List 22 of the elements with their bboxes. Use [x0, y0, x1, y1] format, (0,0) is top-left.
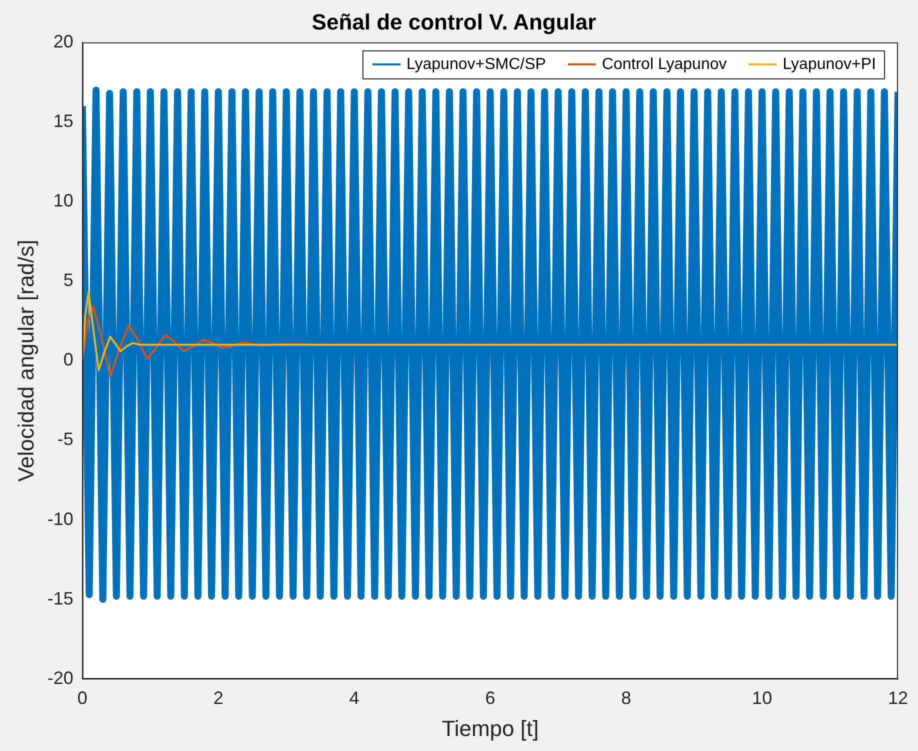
y-tick-label: 10 — [53, 190, 74, 211]
x-tick-label: 8 — [621, 688, 632, 708]
x-axis-title: Tiempo [t] — [442, 716, 539, 741]
y-tick-label: 15 — [53, 110, 74, 131]
y-tick-label: 5 — [63, 270, 74, 290]
x-tick-label: 2 — [213, 688, 224, 708]
y-tick-label: -15 — [47, 588, 74, 608]
y-tick-label: -20 — [47, 668, 74, 688]
y-tick-label: -10 — [47, 508, 74, 529]
x-tick-label: 4 — [349, 688, 360, 708]
y-tick-label: -5 — [57, 429, 74, 450]
legend-label: Lyapunov+PI — [782, 56, 876, 73]
y-tick-label: 20 — [53, 31, 74, 52]
y-axis-title: Velocidad angular [rad/s] — [13, 240, 38, 482]
chart-title: Señal de control V. Angular — [312, 9, 597, 34]
legend-label: Control Lyapunov — [602, 56, 727, 73]
x-tick-label: 12 — [888, 688, 908, 708]
legend-label: Lyapunov+SMC/SP — [406, 56, 546, 73]
x-tick-label: 6 — [485, 688, 496, 708]
y-tick-label: 0 — [63, 350, 74, 370]
x-tick-label: 10 — [752, 688, 772, 708]
x-tick-label: 0 — [77, 688, 88, 708]
